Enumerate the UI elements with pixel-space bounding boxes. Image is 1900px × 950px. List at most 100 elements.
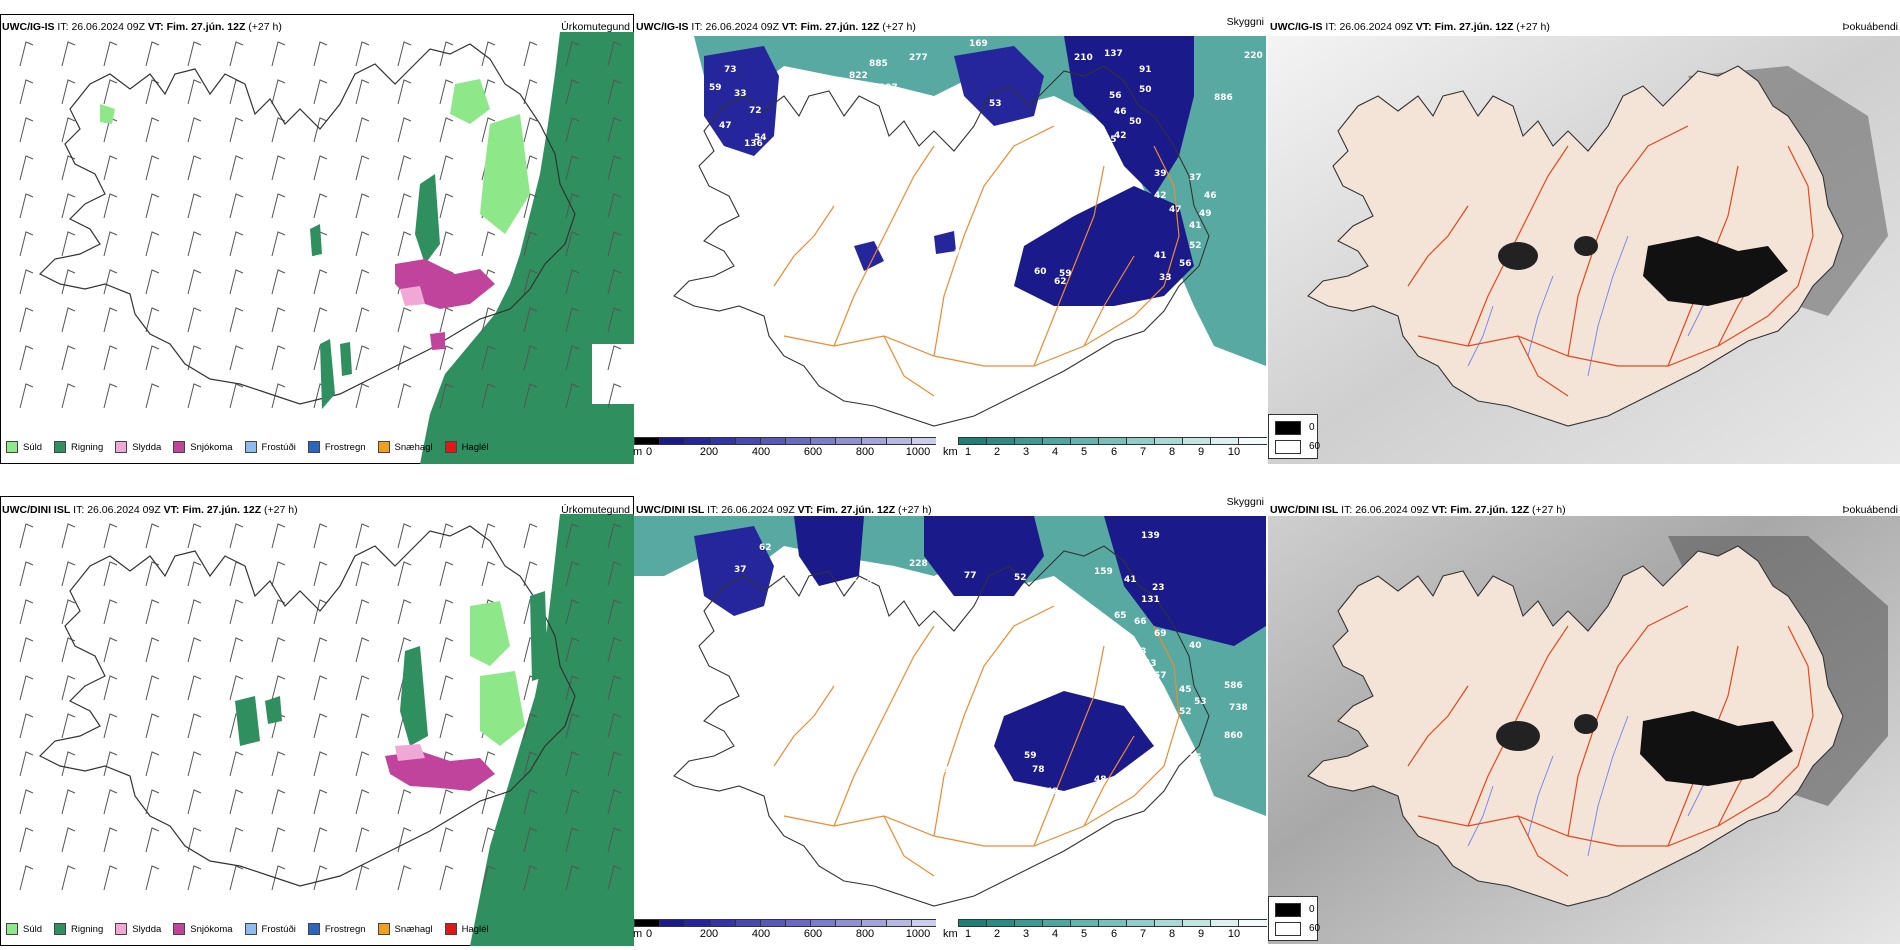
vis-tick: 5 (1080, 446, 1088, 458)
wind-barb (397, 155, 412, 181)
wind-barb (229, 865, 244, 891)
cloud-base-label: 228 (909, 559, 928, 569)
vis-tick: 3 (1022, 928, 1030, 940)
wind-barb (523, 307, 538, 333)
fog-core-2 (1640, 711, 1793, 786)
fog-map-1 (1268, 36, 1900, 464)
road-line (1033, 165, 1105, 367)
cloud-base-label: 37 (734, 565, 747, 575)
wind-barb (61, 231, 76, 257)
vt-value: Fim. 27.jún. 12Z (166, 21, 246, 33)
wind-barb (481, 827, 496, 853)
colorbar-segment (986, 437, 1015, 445)
precip-rain-areas-2 (235, 591, 548, 746)
wind-barb (355, 561, 370, 587)
fog-legend-label: 60 (1309, 441, 1321, 452)
wind-barb (145, 865, 160, 891)
wind-barb (229, 307, 244, 333)
wind-barb (565, 675, 580, 701)
legend-swatch (307, 923, 320, 935)
wind-barb (145, 523, 160, 549)
colorbar-segment (1070, 437, 1099, 445)
wind-barb (313, 117, 328, 143)
wind-barb (103, 345, 118, 371)
legend-swatch (54, 441, 67, 453)
cloud-base-label: 59 (1059, 269, 1072, 279)
cloud-base-label: 62 (1054, 277, 1067, 287)
wind-barb (187, 383, 202, 409)
road-line (773, 685, 835, 767)
wind-barb (145, 599, 160, 625)
it-label: IT: (57, 21, 69, 33)
colorbar-segment (659, 437, 685, 445)
colorbar-segment (860, 437, 887, 445)
cloud-base-label: 47 (719, 121, 732, 131)
wind-barb (397, 789, 412, 815)
wind-barb (103, 155, 118, 181)
it-label: IT: (73, 504, 85, 516)
colorbar-segment (910, 919, 937, 927)
wind-barb (187, 561, 202, 587)
wind-barb (607, 117, 622, 143)
wind-barb (355, 675, 370, 701)
wind-barb (103, 79, 118, 105)
vis-tick: 8 (1168, 928, 1176, 940)
vis-tick: 3 (1022, 446, 1030, 458)
wind-barb (607, 269, 622, 295)
legend-swatch (115, 923, 128, 935)
vis-tick: 1 (964, 928, 972, 940)
wind-barb (19, 599, 34, 625)
wind-barb (145, 231, 160, 257)
wind-barb (607, 231, 622, 257)
ceiling-tick: 800 (855, 446, 875, 458)
wind-barb (103, 231, 118, 257)
wind-barb (103, 41, 118, 67)
wind-barb (271, 561, 286, 587)
legend-item: Frostúði (244, 923, 296, 935)
fog-legend-swatch (1275, 421, 1301, 435)
wind-barb (565, 79, 580, 105)
wind-barb (271, 231, 286, 257)
wind-barb (19, 79, 34, 105)
colorbar-segment (860, 919, 887, 927)
wind-barb (229, 383, 244, 409)
wind-barb (229, 789, 244, 815)
fog-legend-label: 0 (1309, 904, 1315, 915)
legend-label: Slydda (132, 923, 162, 935)
wind-barb (187, 41, 202, 67)
vis-sea-north-2 (634, 516, 1266, 816)
cloud-base-label: 305 (874, 749, 893, 759)
model-name: UWC/DINI ISL (1270, 504, 1339, 516)
road-line (1417, 625, 1814, 847)
ceiling-colorbar-2: m 0 200 400 600 800 1000 (633, 919, 937, 945)
wind-barb (187, 599, 202, 625)
vt-value: Fim. 27.jún. 12Z (816, 504, 896, 516)
wind-barb (313, 307, 328, 333)
colorbar-segment (810, 437, 836, 445)
wind-barb (61, 523, 76, 549)
wind-barb (355, 41, 370, 67)
vis-lowcloud-c-1 (854, 241, 884, 271)
cloud-base-label: 860 (1224, 731, 1243, 741)
wind-barb (397, 41, 412, 67)
wind-barb (271, 637, 286, 663)
wind-barb (565, 713, 580, 739)
wind-barb (439, 231, 454, 257)
wind-barb (271, 307, 286, 333)
cloud-base-label: 136 (744, 139, 763, 149)
iceland-outline-vis-1 (673, 65, 1210, 427)
wind-barb (271, 41, 286, 67)
vt-value: Fim. 27.jún. 12Z (182, 504, 262, 516)
wind-barb (229, 523, 244, 549)
legend-label: Snjókoma (190, 923, 233, 935)
cloud-base-label: 66 (1134, 617, 1147, 627)
wind-barb (19, 865, 34, 891)
legend-label: Súld (23, 441, 43, 453)
wind-barb (229, 117, 244, 143)
vis-header-2: UWC/DINI ISL IT: 26.06.2024 09Z VT: Fim.… (636, 504, 932, 517)
colorbar-segment (885, 437, 912, 445)
cloud-base-label: 74 (954, 249, 967, 259)
cloud-base-label: 48 (1094, 775, 1107, 785)
precip-sleet-areas-1 (400, 286, 425, 306)
wind-barb (565, 193, 580, 219)
